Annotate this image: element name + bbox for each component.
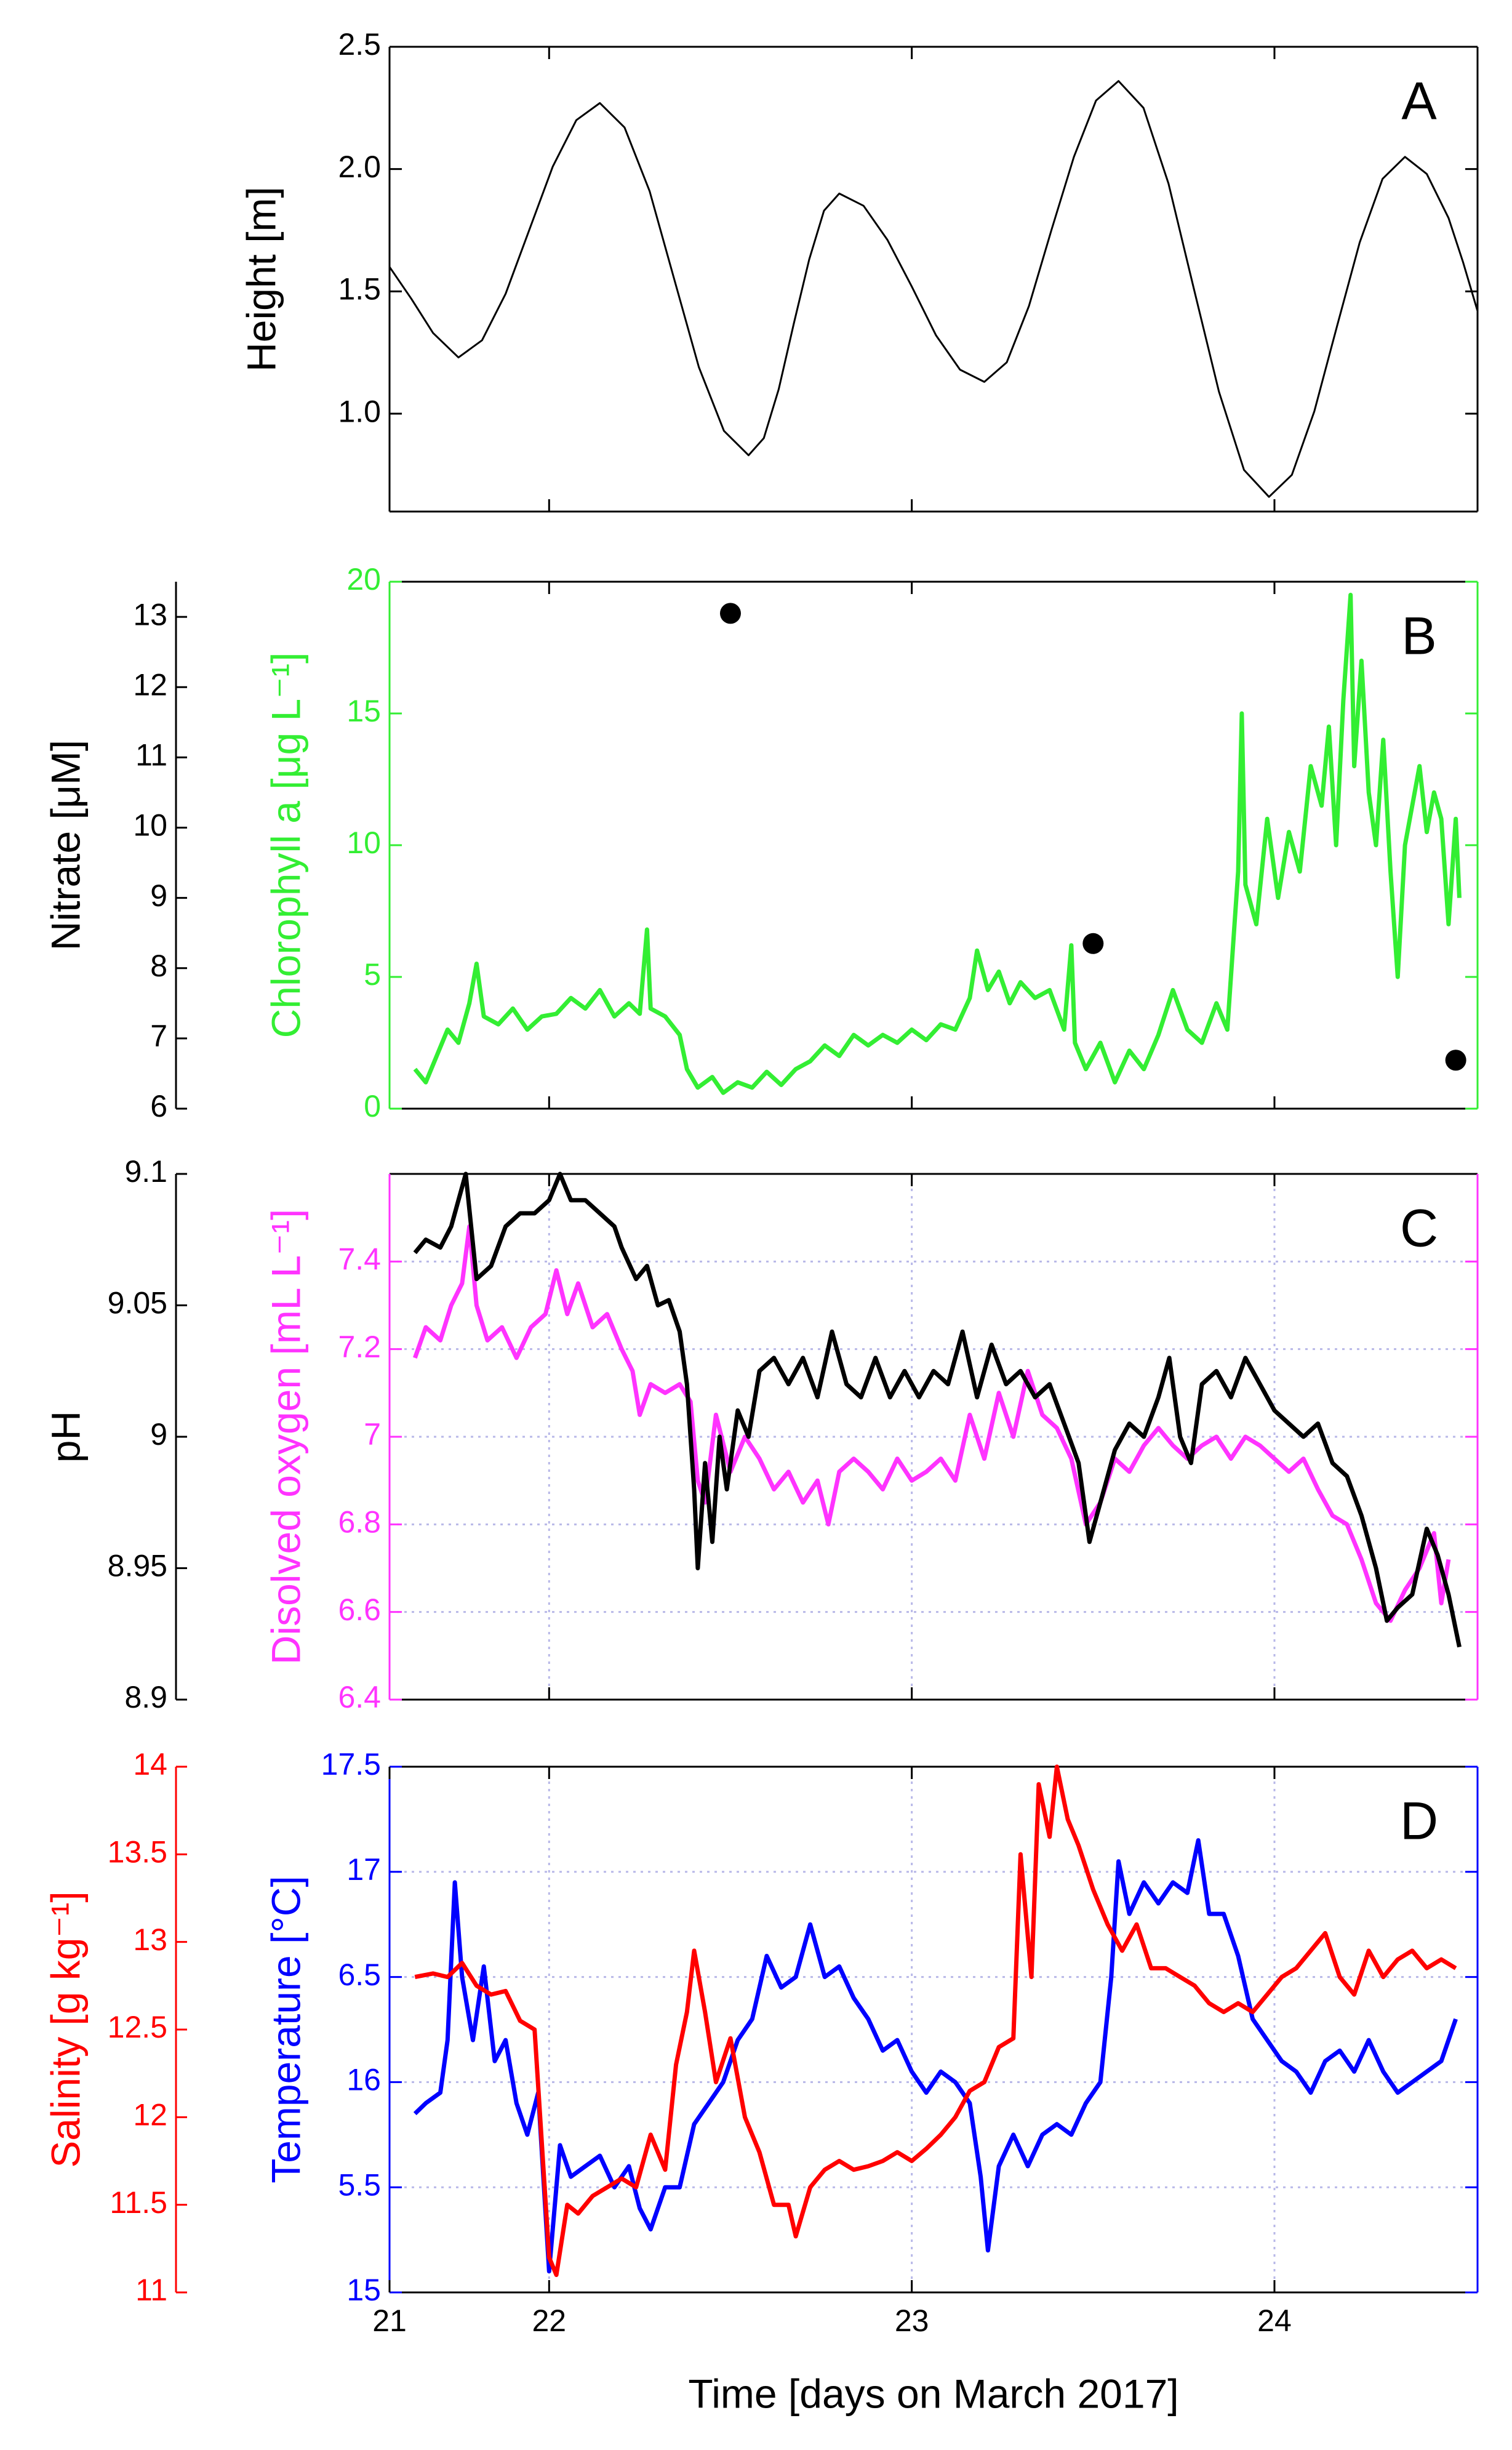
y2-tick-label: 11: [135, 2273, 167, 2307]
panel-letter: C: [1400, 1199, 1438, 1258]
panel-letter: D: [1400, 1792, 1438, 1851]
data-point: [1445, 1050, 1466, 1071]
y2-tick-label: 7: [150, 1019, 167, 1053]
data-line: [413, 1171, 1462, 1648]
y2-tick-label: 12: [133, 2098, 167, 2132]
panel-letter: A: [1401, 72, 1437, 131]
y-tick-label: 17: [346, 1852, 381, 1887]
y2-tick-label: 12: [133, 667, 167, 702]
data-line: [413, 1838, 1458, 2274]
y-tick-label: 15: [346, 2273, 381, 2307]
y-axis-label: Chlorophyll a [μg L⁻¹]: [263, 653, 308, 1038]
y2-tick-label: 6: [150, 1089, 167, 1123]
y-tick-label: 6.5: [338, 1958, 381, 1992]
y-tick-label: 7: [364, 1417, 381, 1452]
y-axis-label: Temperature [°C]: [263, 1876, 308, 2183]
y-tick-label: 15: [346, 694, 381, 728]
x-tick-label: 22: [532, 2303, 566, 2338]
y2-tick-label: 8.9: [124, 1680, 167, 1714]
panel-letter: B: [1401, 607, 1436, 666]
y2-tick-label: 12.5: [108, 2010, 167, 2044]
y2-axis-label: Salinity [g kg⁻¹]: [42, 1891, 88, 2167]
y2-axis-label: pH: [42, 1411, 88, 1463]
x-tick-label: 24: [1257, 2303, 1292, 2338]
y-tick-label: 7.2: [338, 1330, 381, 1364]
x-tick-label: 23: [895, 2303, 929, 2338]
y2-tick-label: 10: [133, 808, 167, 843]
y2-tick-label: 9: [150, 878, 167, 913]
y-axis-label: Disolved oxygen [mL L⁻¹]: [263, 1209, 308, 1665]
y2-tick-label: 13: [133, 1922, 167, 1957]
y2-tick-label: 13.5: [108, 1835, 167, 1870]
x-axis-label: Time [days on March 2017]: [688, 2371, 1178, 2416]
y-tick-label: 2.5: [338, 27, 381, 62]
y-tick-label: 2.0: [338, 150, 381, 184]
y-tick-label: 10: [346, 825, 381, 860]
y2-tick-label: 8.95: [108, 1549, 167, 1583]
y2-tick-label: 11: [135, 738, 167, 773]
y-tick-label: 1.5: [338, 272, 381, 307]
y2-axis-label: Nitrate [μM]: [42, 740, 88, 950]
y-tick-label: 20: [346, 562, 381, 596]
y-tick-label: 16: [346, 2063, 381, 2097]
y2-tick-label: 13: [133, 597, 167, 632]
y2-tick-label: 14: [133, 1747, 167, 1781]
y2-tick-label: 11.5: [110, 2185, 167, 2220]
y2-tick-label: 9.1: [124, 1154, 167, 1189]
y-tick-label: 6.6: [338, 1592, 381, 1627]
y2-tick-label: 9: [150, 1417, 167, 1452]
y-tick-label: 1.0: [338, 394, 381, 428]
y-tick-label: 5.5: [338, 2167, 381, 2202]
y-tick-label: 0: [364, 1089, 381, 1123]
data-point: [719, 603, 741, 624]
data-line: [413, 592, 1462, 1095]
y-tick-label: 6.4: [338, 1680, 381, 1714]
y-tick-label: 7.4: [338, 1242, 381, 1277]
data-line: [414, 1764, 1457, 2277]
y2-tick-label: 8: [150, 949, 167, 983]
y-tick-label: 6.8: [338, 1505, 381, 1540]
y-tick-label: 5: [364, 957, 381, 992]
data-point: [1082, 933, 1104, 954]
y2-tick-label: 9.05: [108, 1286, 167, 1320]
x-tick-label: 21: [372, 2303, 407, 2338]
y-tick-label: 17.5: [321, 1747, 381, 1781]
data-line: [388, 80, 1479, 498]
y-axis-label: Height [m]: [238, 187, 284, 372]
data-line: [413, 1224, 1451, 1623]
